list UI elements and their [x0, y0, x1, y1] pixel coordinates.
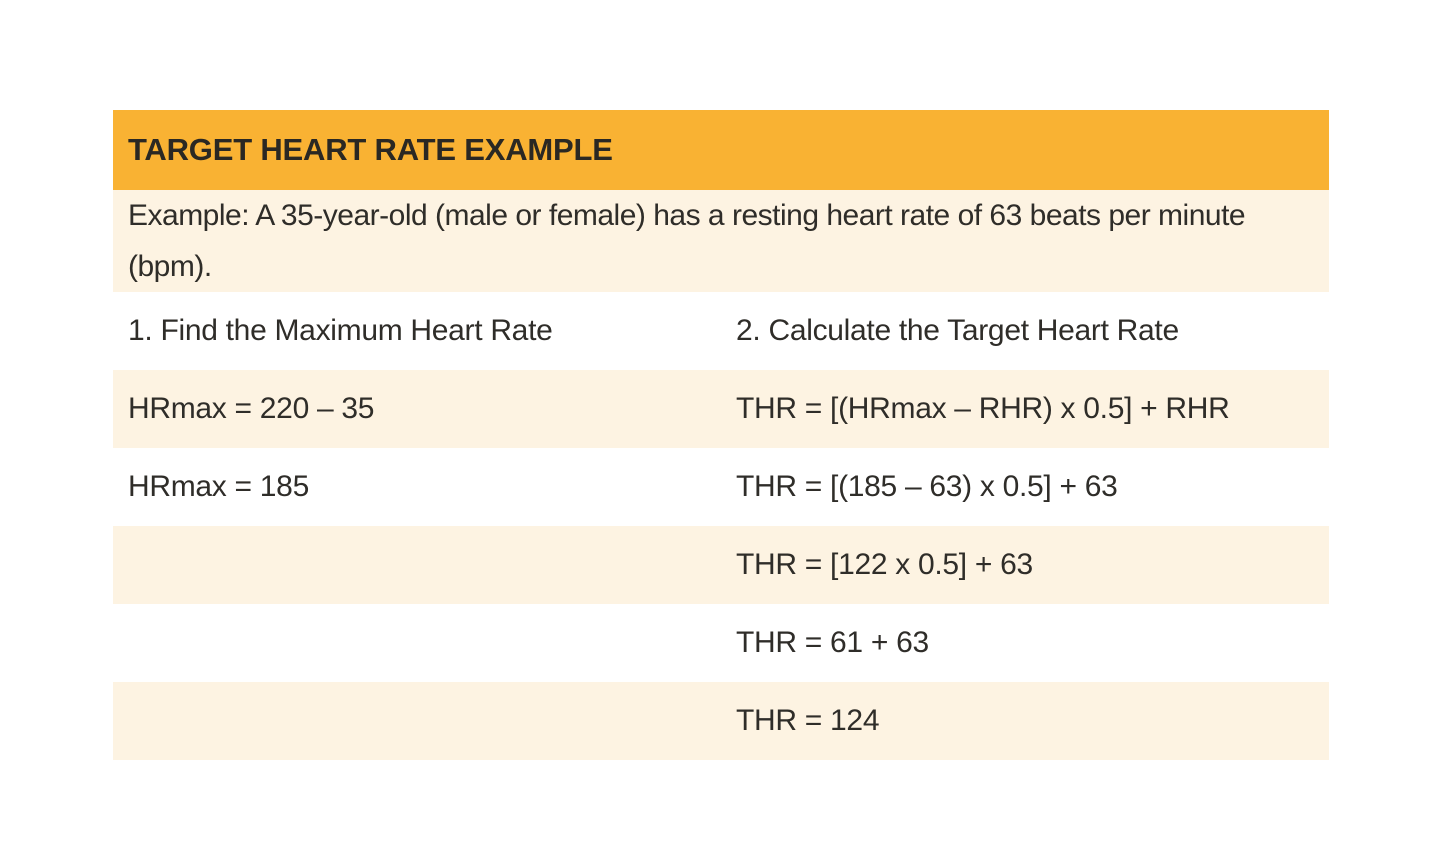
thr-step-3-cell: THR = [122 x 0.5] + 63 [736, 548, 1033, 581]
table-row: THR = 61 + 63 [113, 604, 1329, 682]
target-heart-rate-table: TARGET HEART RATE EXAMPLE Example: A 35-… [113, 110, 1329, 760]
table-row: HRmax = 185 THR = [(185 – 63) x 0.5] + 6… [113, 448, 1329, 526]
table-row: HRmax = 220 – 35 THR = [(HRmax – RHR) x … [113, 370, 1329, 448]
table-row: THR = [122 x 0.5] + 63 [113, 526, 1329, 604]
column-headers-row: 1. Find the Maximum Heart Rate 2. Calcul… [113, 292, 1329, 370]
hrmax-step-1-cell: HRmax = 220 – 35 [128, 392, 375, 425]
thr-step-4-cell: THR = 61 + 63 [736, 626, 929, 659]
example-row: Example: A 35-year-old (male or female) … [113, 190, 1329, 292]
column-2-header: 2. Calculate the Target Heart Rate [736, 314, 1179, 347]
table-title: TARGET HEART RATE EXAMPLE [128, 132, 613, 167]
example-text: Example: A 35-year-old (male or female) … [128, 199, 1246, 283]
column-1-header: 1. Find the Maximum Heart Rate [128, 314, 553, 347]
thr-step-5-cell: THR = 124 [736, 704, 880, 737]
hrmax-step-2-cell: HRmax = 185 [128, 470, 309, 503]
table-title-bar: TARGET HEART RATE EXAMPLE [113, 110, 1329, 190]
table-row: THR = 124 [113, 682, 1329, 760]
thr-step-1-cell: THR = [(HRmax – RHR) x 0.5] + RHR [736, 392, 1230, 425]
thr-step-2-cell: THR = [(185 – 63) x 0.5] + 63 [736, 470, 1118, 503]
